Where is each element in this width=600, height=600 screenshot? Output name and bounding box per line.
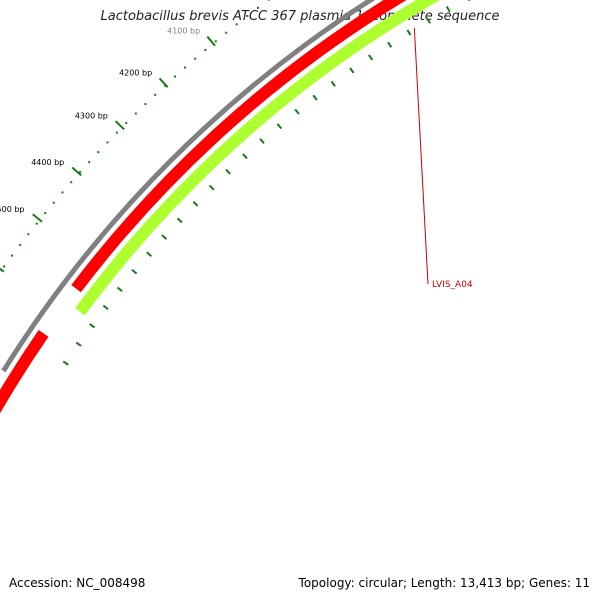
accession-text: Accession: NC_008498: [9, 576, 146, 590]
inner-tick: [406, 29, 412, 36]
scale-dot: [11, 254, 14, 257]
scale-dot: [106, 141, 109, 144]
inner-tick: [330, 80, 336, 87]
inner-tick: [146, 251, 153, 257]
scale-dot: [70, 181, 73, 184]
scale-dot: [97, 151, 100, 154]
scale-dot: [19, 243, 22, 246]
scale-dot: [214, 40, 217, 43]
scale-dot: [52, 201, 55, 204]
scale-dot: [144, 103, 147, 106]
inner-tick: [192, 200, 199, 207]
tick-label: 4500 bp: [0, 205, 24, 214]
scale-dot: [79, 171, 82, 174]
inner-tick: [116, 286, 123, 293]
tick-label: 4200 bp: [119, 69, 152, 78]
forward-feature-arc-2: [0, 329, 49, 414]
scale-dot: [125, 122, 128, 125]
major-tick: [206, 35, 216, 47]
feature-label-lvis-a04[interactable]: LVIS_A04: [432, 280, 473, 290]
inner-tick: [445, 6, 451, 13]
inner-tick: [102, 304, 109, 311]
scale-dot: [173, 75, 176, 78]
scale-dot: [256, 6, 259, 9]
inner-tick: [161, 234, 168, 240]
scale-dot: [246, 14, 249, 17]
scale-dot: [267, 0, 270, 1]
tick-label: 4100 bp: [167, 26, 200, 35]
scale-dot: [194, 57, 197, 60]
inner-tick: [468, 0, 471, 2]
scale-dot: [115, 131, 118, 134]
inner-tick: [294, 108, 300, 115]
major-tick: [0, 267, 5, 273]
scale-dot: [3, 265, 6, 268]
scale-dot: [204, 48, 207, 51]
inner-tick: [89, 323, 96, 329]
inner-tick: [75, 341, 82, 347]
inner-tick: [368, 54, 374, 61]
major-tick: [114, 120, 125, 131]
scale-dot: [225, 31, 228, 34]
inner-tick: [131, 268, 138, 275]
inner-tick: [259, 138, 265, 144]
scale-dot: [88, 161, 91, 164]
scale-dot: [154, 93, 157, 96]
reverse-feature-arc: [75, 0, 441, 316]
inner-tick: [426, 17, 431, 24]
scale-dot: [134, 112, 137, 115]
forward-feature-arc: [71, 0, 407, 293]
scale-dot: [235, 23, 238, 26]
scale-dot: [35, 222, 38, 225]
tick-label: 4300 bp: [75, 111, 108, 120]
scale-dot: [44, 212, 47, 215]
inner-tick: [62, 360, 69, 366]
tick-label: 4400 bp: [31, 158, 64, 167]
scale-dot: [184, 66, 187, 69]
inner-tick: [225, 168, 231, 175]
inner-tick: [387, 41, 393, 48]
backbone-ring: [1, 0, 376, 373]
scale-dot: [27, 233, 30, 236]
inner-tick: [349, 67, 355, 74]
inner-tick: [176, 217, 183, 224]
major-tick: [158, 77, 169, 88]
ring-layer: [0, 0, 441, 414]
major-tick: [71, 166, 82, 177]
inner-tick: [276, 123, 283, 130]
scale-dot: [61, 191, 64, 194]
major-tick: [32, 213, 43, 223]
inner-tick: [312, 94, 318, 101]
inner-tick: [208, 184, 215, 191]
topology-info: Topology: circular; Length: 13,413 bp; G…: [298, 576, 590, 590]
inner-tick: [242, 153, 248, 160]
feature-leader-line: [413, 27, 429, 285]
